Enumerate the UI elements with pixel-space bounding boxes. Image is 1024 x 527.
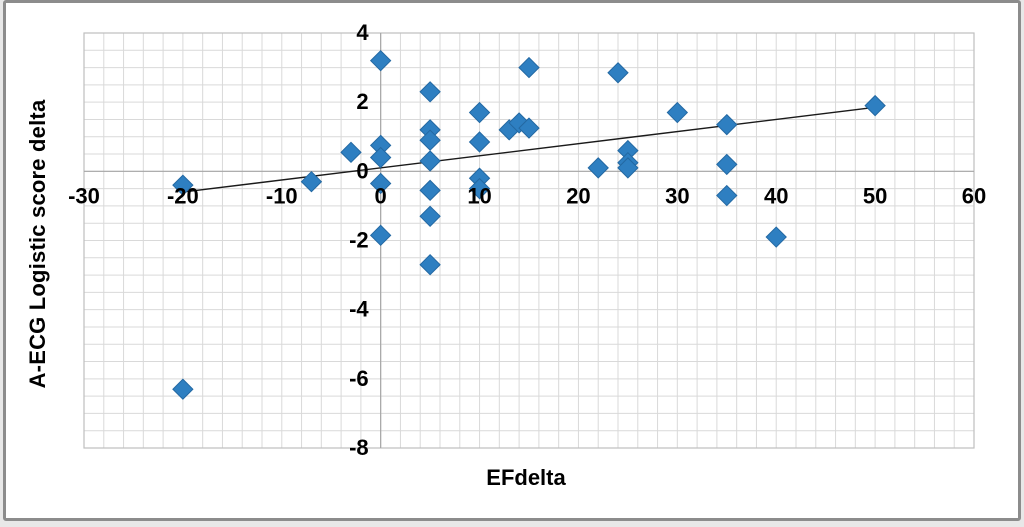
data-point <box>300 171 323 193</box>
data-point <box>864 94 886 117</box>
data-point <box>419 179 441 202</box>
data-point <box>518 56 540 79</box>
data-point <box>617 157 639 179</box>
x-tick-label: -20 <box>167 183 199 208</box>
data-point <box>716 184 738 207</box>
data-point <box>587 157 609 179</box>
data-point <box>172 174 194 196</box>
data-point <box>518 117 540 139</box>
data-point <box>419 150 441 172</box>
x-tick-label: 40 <box>764 183 788 208</box>
x-tick-label: 20 <box>566 183 590 208</box>
data-point <box>468 177 491 200</box>
data-point <box>369 172 392 195</box>
x-tick-label: 10 <box>467 183 491 208</box>
x-tick-label: 0 <box>375 183 387 208</box>
plot-border <box>83 32 975 449</box>
x-tick-label: 50 <box>863 183 887 208</box>
y-tick-label: 4 <box>356 20 369 45</box>
x-tick-label: -30 <box>68 183 100 208</box>
data-point <box>716 113 738 136</box>
y-axis-title: A-ECG Logistic score delta <box>25 99 50 389</box>
data-point <box>716 153 738 176</box>
data-point <box>419 81 441 103</box>
x-tick-label: 60 <box>962 183 986 208</box>
data-point <box>419 254 441 276</box>
data-point <box>172 378 194 400</box>
data-point <box>419 129 441 151</box>
y-tick-label: 2 <box>356 89 368 114</box>
data-point <box>419 205 441 227</box>
y-tick-label: 0 <box>356 158 368 183</box>
data-point <box>468 101 491 124</box>
x-tick-label: -10 <box>266 183 298 208</box>
data-point <box>666 101 689 124</box>
data-point <box>369 146 392 169</box>
y-tick-label: -2 <box>349 228 369 253</box>
data-point <box>607 62 629 84</box>
data-point <box>340 141 362 164</box>
y-tick-label: -6 <box>349 366 369 391</box>
chart-container: -30 -20 -10 0 10 20 30 40 50 60 4 2 0 -2 -4 -6 -8 A-ECG … <box>3 0 1021 521</box>
data-point <box>508 112 530 134</box>
data-point <box>369 224 392 247</box>
y-tick-label: -4 <box>349 297 369 322</box>
y-tick-label: -8 <box>349 435 369 460</box>
x-axis-title: EFdelta <box>486 465 566 490</box>
x-tick-label: 30 <box>665 183 689 208</box>
data-point <box>369 49 392 72</box>
trend-line <box>182 106 876 193</box>
data-point <box>765 226 787 248</box>
data-point <box>468 131 491 153</box>
